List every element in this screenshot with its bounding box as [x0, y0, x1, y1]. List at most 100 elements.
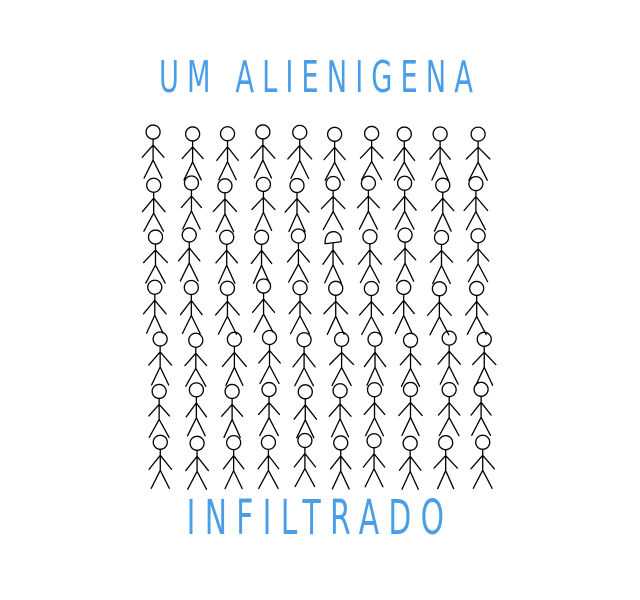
figure-body — [284, 191, 310, 233]
person-figure — [472, 331, 497, 386]
person-figure — [221, 331, 247, 386]
figure-body — [392, 189, 417, 230]
person-head — [441, 381, 457, 398]
person-figure — [251, 278, 276, 333]
figure-body — [470, 395, 492, 436]
person-figure — [216, 126, 239, 181]
figure-body — [464, 294, 489, 336]
figure-body — [141, 138, 165, 179]
person-figure — [433, 435, 459, 490]
person-figure — [257, 434, 280, 490]
figure-body — [181, 140, 204, 181]
person-head — [183, 175, 200, 191]
figure-body — [437, 344, 461, 385]
figure-body — [257, 448, 280, 490]
person-head — [146, 177, 162, 193]
person-head — [397, 227, 413, 243]
person-figure — [431, 177, 455, 232]
person-head — [289, 177, 305, 194]
person-head — [366, 433, 382, 449]
person-figure — [429, 126, 451, 181]
person-head — [296, 332, 312, 348]
person-head — [147, 279, 163, 295]
person-head — [188, 332, 204, 348]
person-figure — [222, 434, 245, 490]
person-figure — [148, 434, 173, 489]
person-figure — [212, 178, 238, 233]
person-head — [441, 330, 457, 346]
figure-body — [292, 346, 316, 387]
figure-body — [392, 293, 415, 335]
person-head — [145, 124, 161, 140]
title-bottom: INFILTRADO — [186, 490, 454, 546]
person-head — [297, 384, 313, 400]
figure-body — [287, 138, 313, 180]
person-head — [431, 281, 448, 297]
figure-body — [251, 190, 276, 232]
figure-body — [323, 294, 349, 335]
person-figure — [437, 330, 461, 385]
person-head — [333, 435, 349, 451]
person-head — [435, 177, 451, 193]
person-head — [402, 381, 419, 398]
person-figure — [141, 177, 166, 232]
person-head — [470, 228, 486, 244]
figure-body — [399, 346, 422, 387]
figure-body — [393, 140, 416, 181]
person-figure — [363, 331, 387, 386]
person-head — [476, 331, 492, 347]
figure-body — [250, 243, 273, 284]
figure-body — [329, 345, 355, 387]
person-head — [261, 329, 278, 346]
figure-body — [426, 295, 452, 336]
person-head — [219, 229, 235, 245]
person-figure — [357, 229, 382, 284]
person-figure — [437, 381, 461, 437]
person-figure — [398, 381, 423, 437]
figure-body — [212, 192, 238, 233]
figure-body — [322, 243, 344, 284]
person-figure — [251, 176, 276, 232]
person-figure — [329, 435, 352, 490]
person-head — [181, 227, 197, 243]
figure-body — [142, 243, 169, 284]
person-figure — [464, 280, 489, 336]
person-head — [402, 435, 418, 451]
person-figure — [470, 434, 496, 489]
person-figure — [184, 332, 208, 387]
figure-body — [472, 345, 497, 386]
person-head — [255, 124, 271, 140]
person-head — [475, 434, 491, 450]
person-head — [366, 382, 383, 398]
person-figure — [356, 175, 381, 230]
figure-body — [320, 189, 346, 231]
person-figure — [257, 381, 281, 437]
person-figure — [398, 435, 422, 490]
person-head — [189, 435, 205, 451]
figure-body — [429, 140, 451, 181]
person-figure — [466, 228, 490, 283]
figure-body — [433, 449, 459, 490]
figure-body — [141, 191, 166, 232]
figure-body — [142, 293, 167, 334]
person-head — [396, 126, 412, 142]
person-figure — [429, 229, 454, 285]
figure-body — [258, 343, 281, 385]
person-head — [292, 124, 308, 141]
person-figure — [465, 126, 491, 181]
person-figure — [288, 280, 312, 335]
figure-body — [185, 396, 208, 437]
figure-body — [221, 345, 247, 386]
person-head — [328, 280, 344, 296]
figure-body — [323, 140, 346, 181]
person-figure — [393, 227, 417, 282]
person-head — [364, 125, 380, 142]
person-figure — [250, 229, 273, 284]
figure-body — [148, 448, 173, 489]
figure-body — [177, 241, 201, 282]
person-figure — [284, 177, 310, 233]
person-figure — [141, 124, 165, 179]
person-figure — [148, 331, 173, 386]
person-head — [183, 279, 199, 296]
figure-body — [214, 294, 240, 335]
